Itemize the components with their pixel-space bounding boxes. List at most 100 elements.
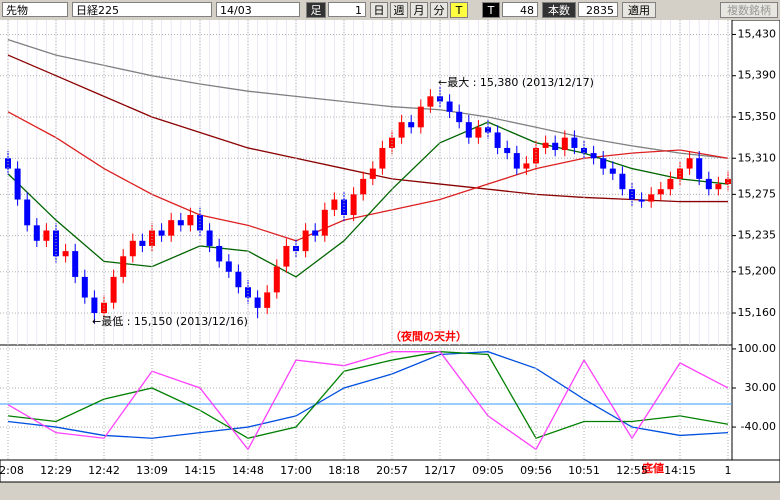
indicator-line: [7, 351, 729, 440]
candle-body: [542, 142, 549, 148]
indicator-line: [7, 351, 729, 439]
candle-body: [600, 158, 607, 169]
candle-body: [369, 168, 376, 179]
minute-button[interactable]: 分: [430, 2, 448, 18]
market-select[interactable]: 先物: [2, 2, 68, 17]
candle-body: [513, 153, 520, 169]
x-tick-label: 09:05: [472, 464, 504, 477]
candle-body: [638, 199, 645, 202]
y-tick-label: 15,160: [738, 306, 777, 319]
candle-body: [715, 184, 722, 190]
candle-body: [149, 230, 155, 246]
day-button[interactable]: 日: [370, 2, 388, 18]
candle-body: [379, 147, 386, 169]
candle-body: [725, 178, 731, 185]
index-select[interactable]: 日経225: [72, 2, 212, 17]
x-tick-label: 14:15: [184, 464, 216, 477]
x-tick-label: 17:00: [280, 464, 312, 477]
candle-body: [427, 96, 434, 107]
toolbar: 先物 日経225 14/03 足 1 日 週 月 分 T T 48 本数 283…: [0, 0, 780, 20]
candle-body: [216, 245, 223, 262]
week-button[interactable]: 週: [390, 2, 408, 18]
candle-body: [657, 189, 664, 195]
indicator-line: [7, 54, 728, 203]
candle-body: [590, 153, 597, 159]
month-button[interactable]: 月: [410, 2, 428, 18]
plot-bg: [0, 20, 732, 460]
candle-body: [91, 297, 98, 314]
candle-body: [619, 173, 626, 190]
x-tick-label: 14:48: [232, 464, 264, 477]
y-tick-label: 15,430: [738, 27, 777, 40]
apply-button[interactable]: 適用: [622, 2, 656, 18]
bars-input[interactable]: 2835: [578, 2, 618, 17]
candle-body: [485, 127, 491, 133]
candle-body: [571, 137, 578, 148]
candle-body: [62, 251, 69, 257]
candle-body: [581, 147, 587, 154]
chart: 15,430 15,390 15,350 15,310 15,275 15,235 15,2…: [0, 20, 780, 483]
x-tick-label: 10:51: [568, 464, 600, 477]
candle-body: [475, 127, 482, 138]
candle-body: [696, 158, 703, 179]
x-tick-label: 1: [725, 464, 732, 477]
candle-body: [686, 158, 693, 169]
candle-body: [206, 230, 213, 246]
candle-body: [110, 276, 117, 303]
x-tick-label: 09:56: [520, 464, 552, 477]
y-tick-label: -40.00: [741, 420, 776, 433]
x-tick-label: 12:29: [40, 464, 72, 477]
tick-button[interactable]: T: [450, 2, 468, 18]
indicator-line: [7, 38, 729, 159]
candle-body: [72, 251, 79, 277]
candle-body: [24, 199, 31, 226]
candle-body: [264, 292, 271, 308]
y-tick-label: 15,310: [738, 151, 777, 164]
indicator-line: [7, 121, 729, 278]
candle-body: [609, 168, 616, 174]
t-label: T: [482, 2, 500, 18]
annotation: （夜間の天井）: [390, 329, 467, 343]
y-tick-label: 15,350: [738, 110, 777, 123]
candle-body: [235, 271, 242, 288]
candle-body: [168, 220, 175, 236]
candle-body: [417, 106, 424, 128]
candle-body: [245, 287, 251, 298]
y-tick-label: 15,275: [738, 187, 777, 200]
candle-body: [360, 178, 367, 195]
axis-bg: [731, 20, 780, 461]
x-tick-label: 18:18: [328, 464, 360, 477]
foot-input[interactable]: 1: [328, 2, 366, 17]
candle-body: [331, 199, 338, 210]
candle-body: [312, 230, 319, 236]
multi-button[interactable]: 複数銘柄: [720, 2, 778, 18]
candle-body: [350, 194, 357, 215]
candle-body: [389, 137, 395, 148]
candle-body: [561, 137, 568, 150]
y-tick-label: 15,235: [738, 229, 777, 242]
annotation: ←最大 : 15,380 (2013/12/17): [438, 75, 594, 89]
contract-select[interactable]: 14/03: [216, 2, 300, 17]
candle-body: [187, 215, 194, 226]
x-tick-label: 12:08: [0, 464, 24, 477]
x-tick-label: 12:42: [88, 464, 120, 477]
x-axis-bg: [0, 459, 780, 483]
x-tick-label: 20:57: [376, 464, 408, 477]
candle-body: [254, 297, 261, 308]
candle-body: [283, 245, 290, 267]
x-tick-label: 14:15: [664, 464, 696, 477]
candle-body: [523, 163, 530, 169]
oscillator-panel: 100.00 30.00 -40.00 底値: [0, 342, 776, 475]
candle-body: [408, 122, 415, 128]
candle-body: [705, 178, 712, 190]
candle-body: [158, 230, 165, 236]
candle-body: [398, 122, 405, 138]
foot-label: 足: [306, 2, 326, 18]
y-tick-label: 30.00: [745, 381, 777, 394]
candle-body: [177, 220, 184, 226]
y-tick-label: 15,390: [738, 69, 777, 82]
indicator-line: [7, 351, 729, 451]
candle-body: [667, 178, 674, 190]
count-input[interactable]: 48: [502, 2, 538, 17]
